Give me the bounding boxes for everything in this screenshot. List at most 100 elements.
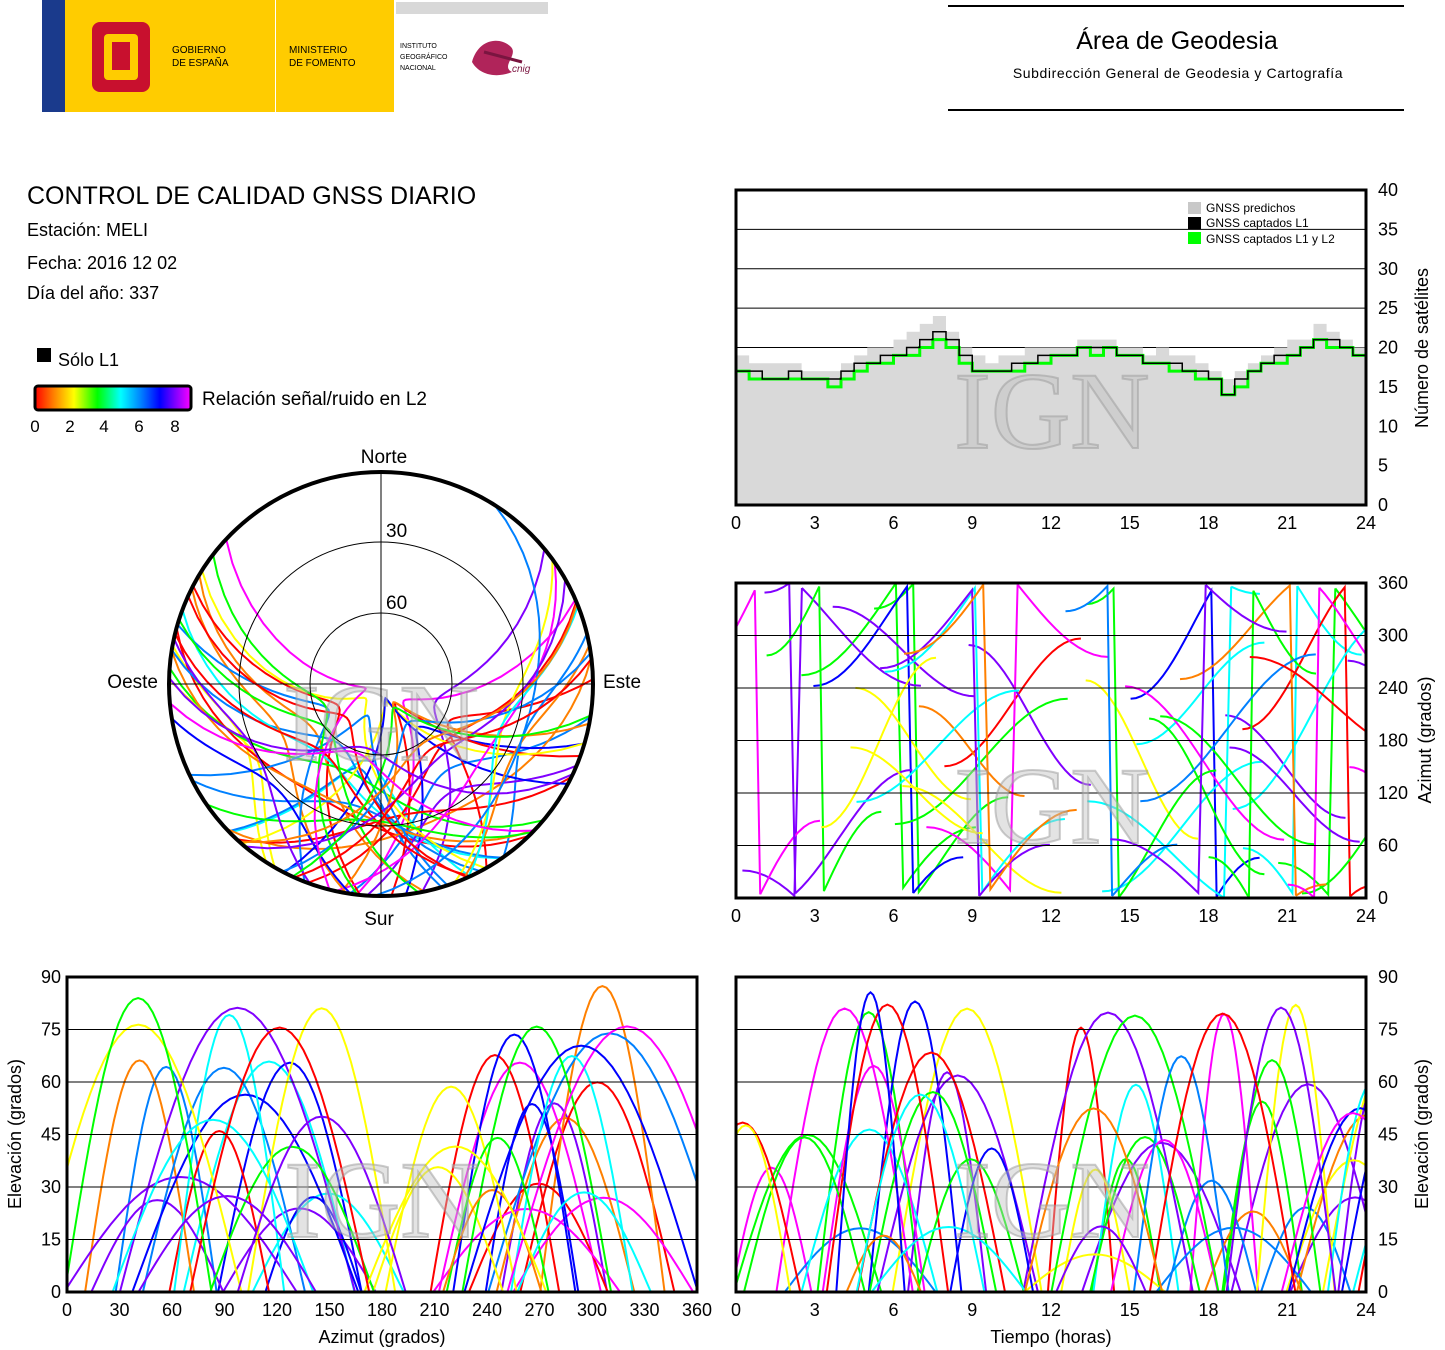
satellite-track xyxy=(891,1007,1043,1292)
satellite-track xyxy=(855,686,971,801)
satellite-track xyxy=(1060,1168,1131,1292)
satellite-track xyxy=(463,1044,697,1292)
satellite-track xyxy=(212,554,359,896)
satellite-track xyxy=(445,1136,550,1292)
satellites-frame xyxy=(734,188,1368,507)
satellite-track xyxy=(856,689,1020,803)
y-tick-label: 90 xyxy=(41,967,61,987)
y-tick-label: 45 xyxy=(41,1125,61,1145)
watermark-text: IGN xyxy=(284,1139,480,1261)
snr-colorbar xyxy=(33,384,193,412)
ministerio-block xyxy=(276,0,394,112)
satellite-track xyxy=(241,700,585,845)
x-tick-label: 60 xyxy=(162,1300,182,1320)
ign-line3: NACIONAL xyxy=(400,65,436,72)
y-tick-label: 60 xyxy=(1378,1072,1398,1092)
x-tick-label: 21 xyxy=(1277,906,1297,926)
satellite-track xyxy=(1222,1058,1322,1292)
satellite-track xyxy=(90,1199,225,1292)
satellite-track xyxy=(506,1025,697,1292)
satellite-track xyxy=(1089,1136,1201,1292)
date-label: Fecha: 2016 12 02 xyxy=(27,253,177,273)
x-tick-label: 9 xyxy=(967,1300,977,1320)
satellites-watermark: IGN xyxy=(953,349,1151,473)
satellite-track xyxy=(432,1207,621,1292)
satellite-track xyxy=(1242,585,1362,897)
elev-time-xticks: 0 3 6 9 12 15 18 21 24 xyxy=(731,1300,1376,1320)
satellite-track xyxy=(766,586,882,892)
satellite-track xyxy=(111,1118,315,1292)
y-tick-label: 15 xyxy=(41,1230,61,1250)
y-tick-label: 35 xyxy=(1378,219,1398,239)
satellite-track xyxy=(340,701,590,893)
y-tick-label: 40 xyxy=(1378,180,1398,200)
satellite-track xyxy=(190,587,348,894)
satellite-track xyxy=(1280,1111,1366,1292)
satellite-track xyxy=(742,587,921,898)
x-tick-label: 24 xyxy=(1356,1300,1376,1320)
watermark-text: IGN xyxy=(954,1139,1150,1261)
elev-az-frame xyxy=(65,975,699,1294)
satellite-track xyxy=(1289,1196,1366,1292)
satellite-track xyxy=(1046,1026,1116,1292)
y-tick-label: 360 xyxy=(1378,573,1408,593)
x-tick-label: 90 xyxy=(214,1300,234,1320)
watermark-text: IGN xyxy=(954,745,1150,867)
satellite-track xyxy=(84,1059,195,1292)
satellite-track xyxy=(169,677,574,795)
satellite-track xyxy=(1232,627,1366,810)
skyplot-south: Sur xyxy=(364,909,394,930)
x-tick-label: 9 xyxy=(967,906,977,926)
satellite-track xyxy=(1225,1006,1337,1292)
satellite-track xyxy=(1287,1107,1366,1292)
satellite-track xyxy=(217,1061,363,1292)
x-tick-label: 6 xyxy=(888,1300,898,1320)
satellite-track xyxy=(832,605,975,698)
elev-time-yticks: 0 15 30 45 60 75 90 xyxy=(1378,967,1398,1302)
x-tick-label: 300 xyxy=(577,1300,607,1320)
y-tick-label: 10 xyxy=(1378,416,1398,436)
satellite-track xyxy=(225,538,367,891)
elev-az-xlabel: Azimut (grados) xyxy=(318,1327,445,1347)
satellite-track xyxy=(801,583,976,891)
satellite-track xyxy=(918,705,1025,797)
y-tick-label: 300 xyxy=(1378,626,1408,646)
satellite-track xyxy=(743,1136,866,1292)
azimuth-grid xyxy=(736,635,1366,846)
elev-az-yticks: 0 15 30 45 60 75 90 xyxy=(41,967,61,1302)
satellite-track xyxy=(137,1194,317,1292)
satellite-track xyxy=(968,644,1091,786)
satellite-track xyxy=(1221,1100,1303,1292)
satellite-track xyxy=(384,1085,518,1292)
satellite-track xyxy=(1110,584,1287,896)
satellite-track xyxy=(189,1026,371,1292)
azimuth-ylabel: Azimut (grados) xyxy=(1415,676,1435,803)
elev-az-grid xyxy=(67,1029,697,1240)
y-tick-label: 90 xyxy=(1378,967,1398,987)
captured-l1-line xyxy=(736,331,1366,396)
snr-tick-4: 4 xyxy=(99,417,108,436)
satellite-track xyxy=(236,776,573,844)
satellite-track xyxy=(363,1145,548,1292)
satellite-track xyxy=(813,583,964,894)
satellite-track xyxy=(1203,1210,1303,1292)
satellite-track xyxy=(845,1234,922,1292)
x-tick-label: 210 xyxy=(419,1300,449,1320)
satellite-track xyxy=(366,764,577,896)
station-label: Estación: MELI xyxy=(27,220,148,240)
y-tick-label: 15 xyxy=(1378,377,1398,397)
y-tick-label: 15 xyxy=(1378,1230,1398,1250)
skyplot: IGN Norte Sur Oeste Este 30 60 xyxy=(107,447,641,930)
legend-l1l2-label: GNSS captados L1 y L2 xyxy=(1206,232,1335,246)
satellite-track xyxy=(1208,590,1317,898)
y-tick-label: 0 xyxy=(51,1282,61,1302)
y-tick-label: 30 xyxy=(1378,259,1398,279)
x-tick-label: 6 xyxy=(888,513,898,533)
ministerio-line1: MINISTERIO xyxy=(289,45,348,56)
y-tick-label: 60 xyxy=(1378,836,1398,856)
satellite-track xyxy=(168,1129,270,1292)
header: GOBIERNO DE ESPAÑA MINISTERIO DE FOMENTO… xyxy=(42,0,1404,112)
y-tick-label: 20 xyxy=(1378,338,1398,358)
y-tick-label: 180 xyxy=(1378,731,1408,751)
legend-l1-label: GNSS captados L1 xyxy=(1206,216,1309,230)
